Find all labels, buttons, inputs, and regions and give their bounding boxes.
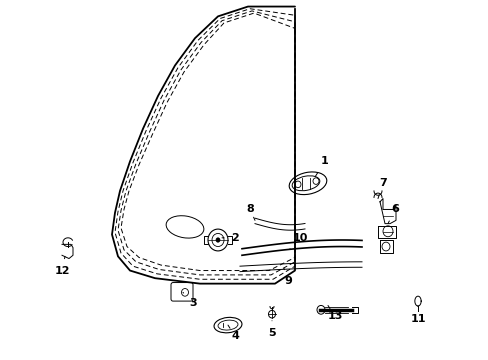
Text: 7: 7	[377, 178, 386, 199]
Text: 12: 12	[54, 256, 70, 275]
Text: 11: 11	[409, 305, 425, 324]
Text: 6: 6	[387, 204, 398, 224]
Text: 13: 13	[326, 305, 342, 321]
Text: 10: 10	[289, 233, 307, 249]
Text: 3: 3	[183, 292, 196, 308]
Text: 9: 9	[284, 268, 291, 287]
Text: 8: 8	[245, 204, 254, 220]
Text: 2: 2	[222, 233, 238, 243]
Text: 1: 1	[315, 157, 328, 176]
Text: 5: 5	[267, 321, 275, 338]
Circle shape	[216, 238, 220, 242]
Text: 4: 4	[227, 325, 239, 341]
